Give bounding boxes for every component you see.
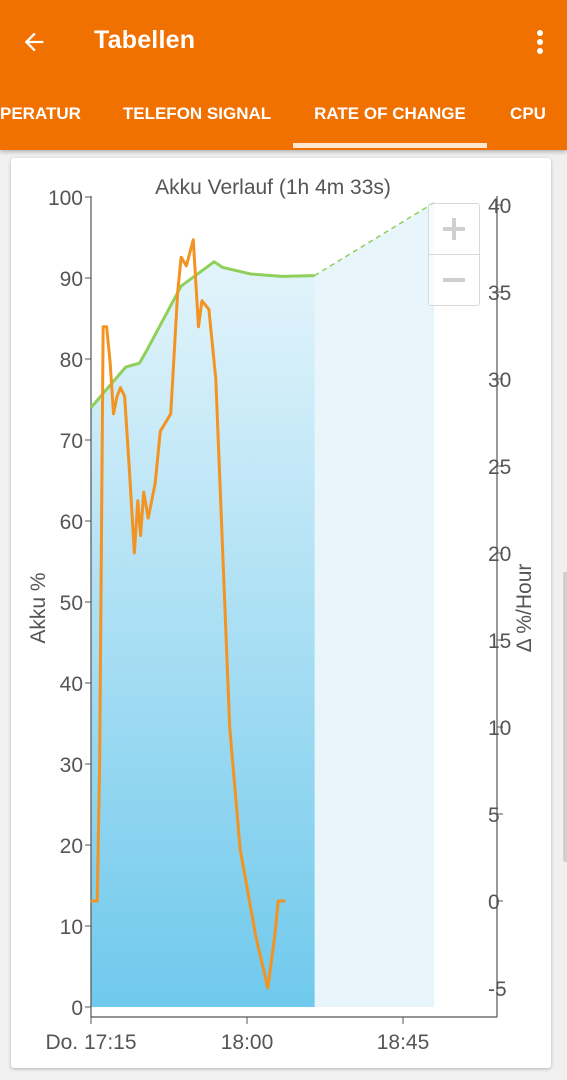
projection-area [314,202,435,1008]
y-tick-label-right: 30 [488,369,511,392]
tab-rate-of-change[interactable]: RATE OF CHANGE [293,84,487,148]
y-tick-label-left: 20 [60,835,83,858]
overflow-menu-button[interactable] [525,22,555,62]
chart-title: Akku Verlauf (1h 4m 33s) [155,176,391,199]
x-tick-label: 18:45 [377,1031,430,1054]
scroll-edge-handle[interactable] [563,572,567,862]
page-title: Tabellen [94,26,196,54]
y-tick-label-left: 10 [60,916,83,939]
tab-bar: PERATUR TELEFON SIGNAL RATE OF CHANGE CP… [0,84,567,150]
zoom-in-button[interactable] [428,203,480,255]
y-tick-label-right: 5 [488,804,500,827]
more-vert-icon [537,30,543,54]
y-tick-label-right: 35 [488,282,511,305]
battery-line [89,260,315,409]
y-tick-label-left: 50 [60,592,83,615]
y-tick-label-left: 80 [60,349,83,372]
x-tick-label: 18:00 [221,1031,274,1054]
minus-icon [443,278,465,282]
y-tick-label-right: 20 [488,543,511,566]
y-tick-label-left: 100 [48,187,83,210]
battery-rate-chart[interactable]: Akku Verlauf (1h 4m 33s) 010203040506070… [11,158,551,1068]
y-tick-label-right: 15 [488,630,511,653]
y-tick-label-right: 0 [488,891,500,914]
y-axis-right-label: Δ %/Hour [513,564,536,653]
tab-cpu[interactable]: CPU [510,104,546,123]
y-tick-label-right: -5 [488,978,507,1001]
back-button[interactable] [14,22,54,62]
y-tick-label-left: 90 [60,268,83,291]
chart-card: Akku Verlauf (1h 4m 33s) 0 10 20 30 40 50 60 70… [11,158,551,1068]
app-bar: Tabellen PERATUR TELEFON SIGNAL RATE OF … [0,0,567,150]
y-tick-label-right: 40 [488,195,511,218]
y-tick-label-left: 30 [60,754,83,777]
x-tick-label: Do. 17:15 [45,1031,136,1054]
zoom-out-button[interactable] [428,254,480,306]
tab-telefon-signal[interactable]: TELEFON SIGNAL [122,104,272,123]
plus-icon [443,218,465,240]
y-tick-label-left: 40 [60,673,83,696]
y-tick-label-left: 60 [60,511,83,534]
y-tick-label-right: 10 [488,717,511,740]
y-tick-label-left: 0 [71,997,83,1020]
battery-area [91,261,315,1007]
arrow-left-icon [24,32,44,52]
tab-temperatur[interactable]: PERATUR [0,104,81,123]
y-axis-left-label: Akku % [27,572,50,643]
y-tick-label-left: 70 [60,430,83,453]
rate-line [91,238,286,990]
y-tick-label-right: 25 [488,456,511,479]
